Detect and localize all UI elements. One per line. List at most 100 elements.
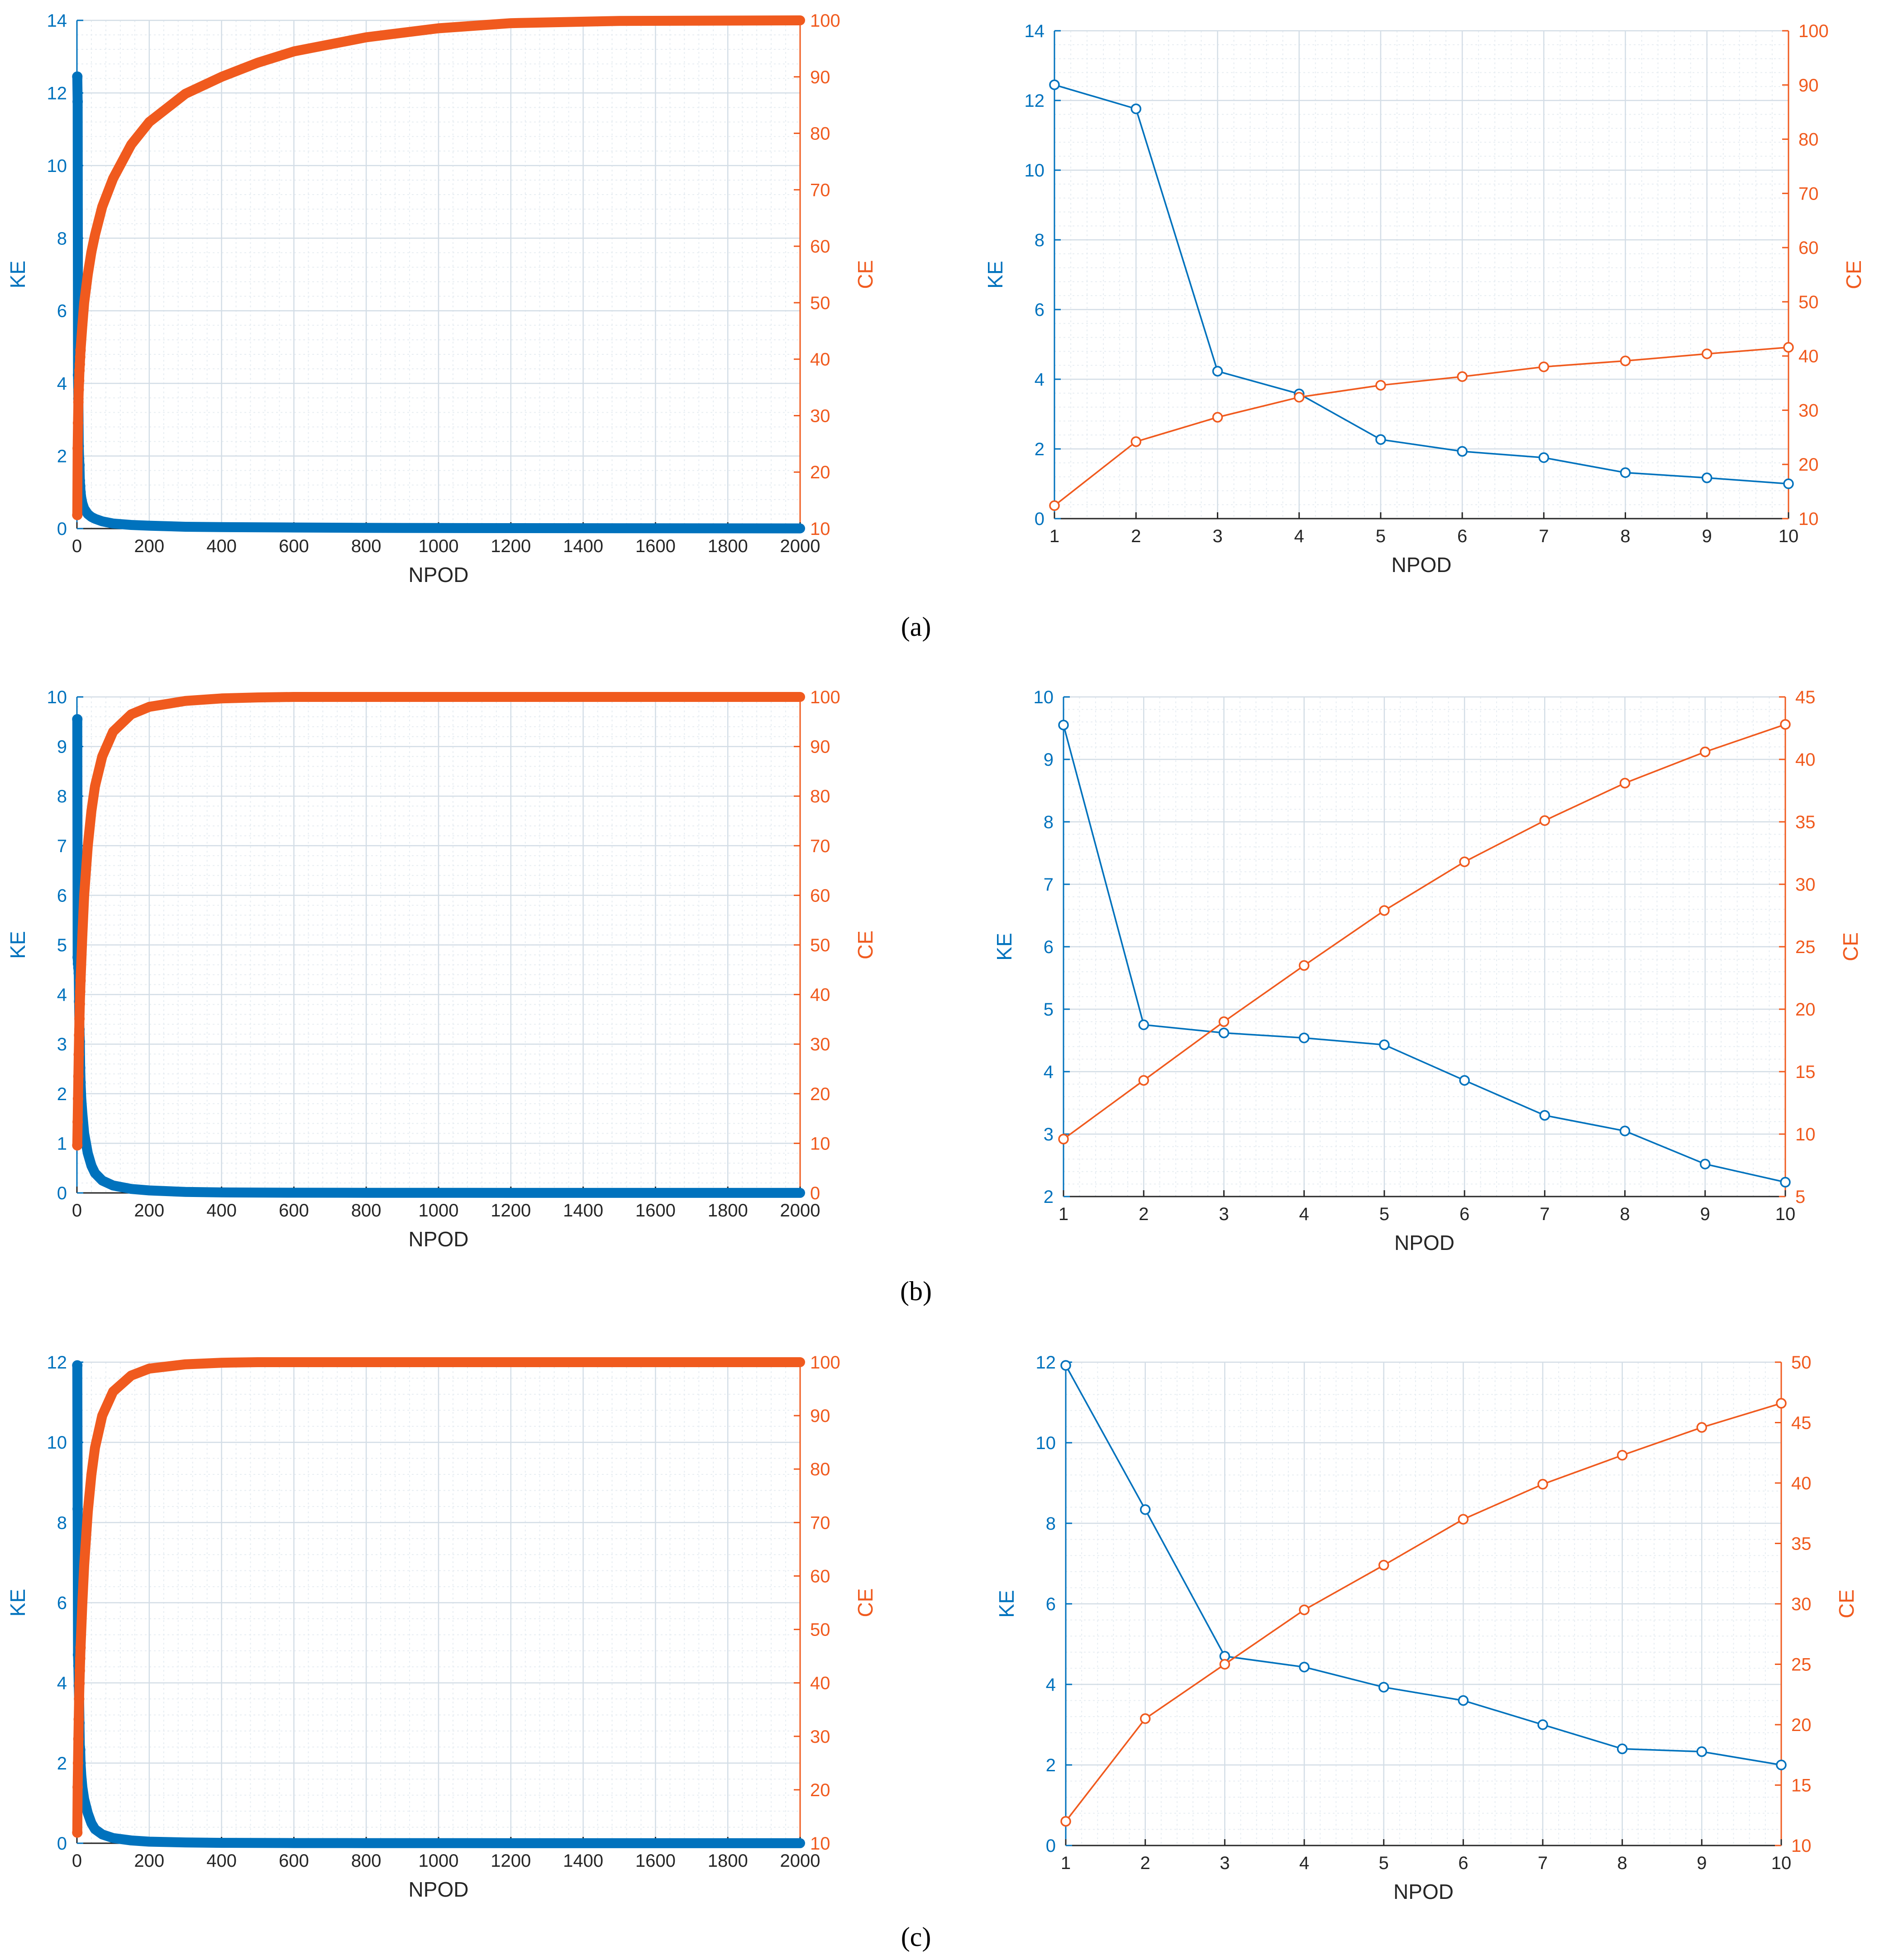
marker-ce	[1299, 1604, 1310, 1616]
x-axis-label: NPOD	[1392, 553, 1452, 577]
series-line-ce	[1065, 1402, 1782, 1822]
y-axis-label-left: KE	[992, 933, 1016, 960]
y-left-tick-label: 3	[1044, 1125, 1054, 1145]
marker-ke	[1702, 472, 1712, 483]
marker-ce	[73, 1071, 84, 1082]
x-axis-label: NPOD	[1393, 1880, 1454, 1903]
x-tick-label: 3	[1219, 1204, 1229, 1224]
y-left-tick-label: 2	[1044, 1187, 1054, 1207]
x-tick-label: 6	[1457, 526, 1467, 546]
marker-ke	[72, 71, 83, 82]
x-axis-label: NPOD	[1394, 1231, 1455, 1254]
x-tick-label: 2000	[780, 1851, 820, 1871]
marker-ce	[72, 418, 83, 429]
marker-ce	[74, 375, 85, 386]
y-right-tick-label: 70	[810, 180, 830, 200]
y-right-tick-label: 40	[1795, 750, 1816, 770]
marker-ke	[1537, 1719, 1548, 1730]
marker-ce	[1619, 777, 1631, 789]
y-left-tick-label: 8	[57, 229, 67, 248]
caption-c: (c)	[901, 1922, 931, 1952]
x-tick-label: 8	[1620, 526, 1630, 546]
y-right-tick-label: 70	[810, 836, 830, 856]
marker-ke	[1378, 1682, 1389, 1693]
y-right-tick-label: 50	[810, 1620, 830, 1640]
x-tick-label: 1	[1049, 526, 1059, 546]
y-right-tick-label: 10	[1798, 509, 1819, 529]
marker-ce	[1696, 1422, 1707, 1433]
marker-ce	[74, 365, 85, 376]
x-tick-label: 1600	[635, 1201, 676, 1221]
marker-ke	[1783, 478, 1794, 489]
x-tick-label: 10	[1779, 526, 1799, 546]
y-right-tick-label: 40	[810, 350, 830, 370]
marker-ke	[1058, 720, 1069, 730]
y-right-tick-label: 80	[1798, 130, 1819, 150]
y-right-tick-label: 35	[1795, 812, 1816, 832]
marker-ce	[1218, 1016, 1230, 1027]
minor-grid	[77, 20, 800, 529]
x-tick-label: 2000	[780, 1201, 820, 1221]
marker-ce	[74, 359, 85, 370]
x-tick-label: 600	[279, 1851, 309, 1871]
marker-ke	[1218, 1027, 1230, 1039]
y-left-tick-label: 5	[57, 935, 67, 955]
y-left-tick-label: 0	[57, 519, 67, 539]
x-tick-label: 9	[1697, 1853, 1707, 1873]
y-right-tick-label: 45	[1791, 1413, 1812, 1433]
y-right-tick-label: 10	[810, 519, 830, 539]
marker-ce	[1219, 1659, 1230, 1670]
x-tick-label: 600	[279, 1201, 309, 1221]
marker-ke	[1459, 1075, 1470, 1086]
x-axis-label: NPOD	[409, 1878, 469, 1901]
marker-ce	[1138, 1075, 1149, 1086]
y-left-tick-label: 6	[57, 1593, 67, 1613]
y-left-tick-label: 4	[57, 374, 67, 394]
y-right-tick-label: 50	[810, 293, 830, 313]
y-left-tick-label: 7	[1044, 875, 1054, 895]
marker-ce	[74, 1678, 85, 1689]
series-line-ce	[72, 1357, 805, 1838]
x-axis-label: NPOD	[409, 563, 469, 587]
y-right-tick-label: 15	[1795, 1062, 1816, 1082]
y-right-tick-label: 40	[1791, 1474, 1812, 1493]
marker-ke	[1620, 467, 1631, 478]
marker-ce	[73, 1049, 84, 1060]
x-tick-label: 5	[1379, 1204, 1389, 1224]
y-left-tick-label: 12	[47, 1353, 67, 1373]
minor-grid	[77, 697, 800, 1193]
marker-ke	[1617, 1743, 1628, 1755]
y-right-tick-label: 70	[810, 1513, 830, 1533]
x-tick-label: 400	[206, 536, 237, 556]
x-tick-label: 200	[134, 1201, 164, 1221]
y-right-tick-label: 25	[1791, 1655, 1812, 1675]
marker-ce	[74, 1030, 85, 1040]
x-tick-label: 7	[1539, 526, 1549, 546]
marker-ce	[1140, 1713, 1151, 1724]
y-right-tick-label: 90	[1798, 76, 1819, 95]
series-line-ke	[1065, 1365, 1782, 1766]
y-left-tick-label: 10	[47, 156, 67, 176]
x-tick-label: 800	[351, 536, 382, 556]
marker-ce	[73, 1734, 84, 1745]
marker-ce	[1620, 355, 1631, 367]
marker-ce	[1379, 905, 1390, 916]
x-tick-label: 1	[1061, 1853, 1071, 1873]
marker-ce	[1776, 1398, 1787, 1409]
x-tick-label: 5	[1379, 1853, 1389, 1873]
marker-ke	[1538, 452, 1550, 463]
y-right-tick-label: 30	[1798, 401, 1819, 420]
marker-ke	[1780, 1177, 1791, 1188]
y-right-tick-label: 90	[810, 737, 830, 757]
y-left-tick-label: 12	[1036, 1353, 1056, 1373]
plot-area	[1054, 31, 1788, 519]
x-tick-label: 9	[1702, 526, 1712, 546]
y-left-tick-label: 3	[57, 1035, 67, 1054]
x-tick-label: 800	[351, 1201, 382, 1221]
y-left-tick-label: 10	[47, 1433, 67, 1453]
series-line-ce	[72, 692, 805, 1150]
y-right-tick-label: 30	[1791, 1594, 1812, 1614]
marker-ke	[1138, 1019, 1149, 1030]
y-right-tick-label: 100	[1798, 21, 1829, 41]
